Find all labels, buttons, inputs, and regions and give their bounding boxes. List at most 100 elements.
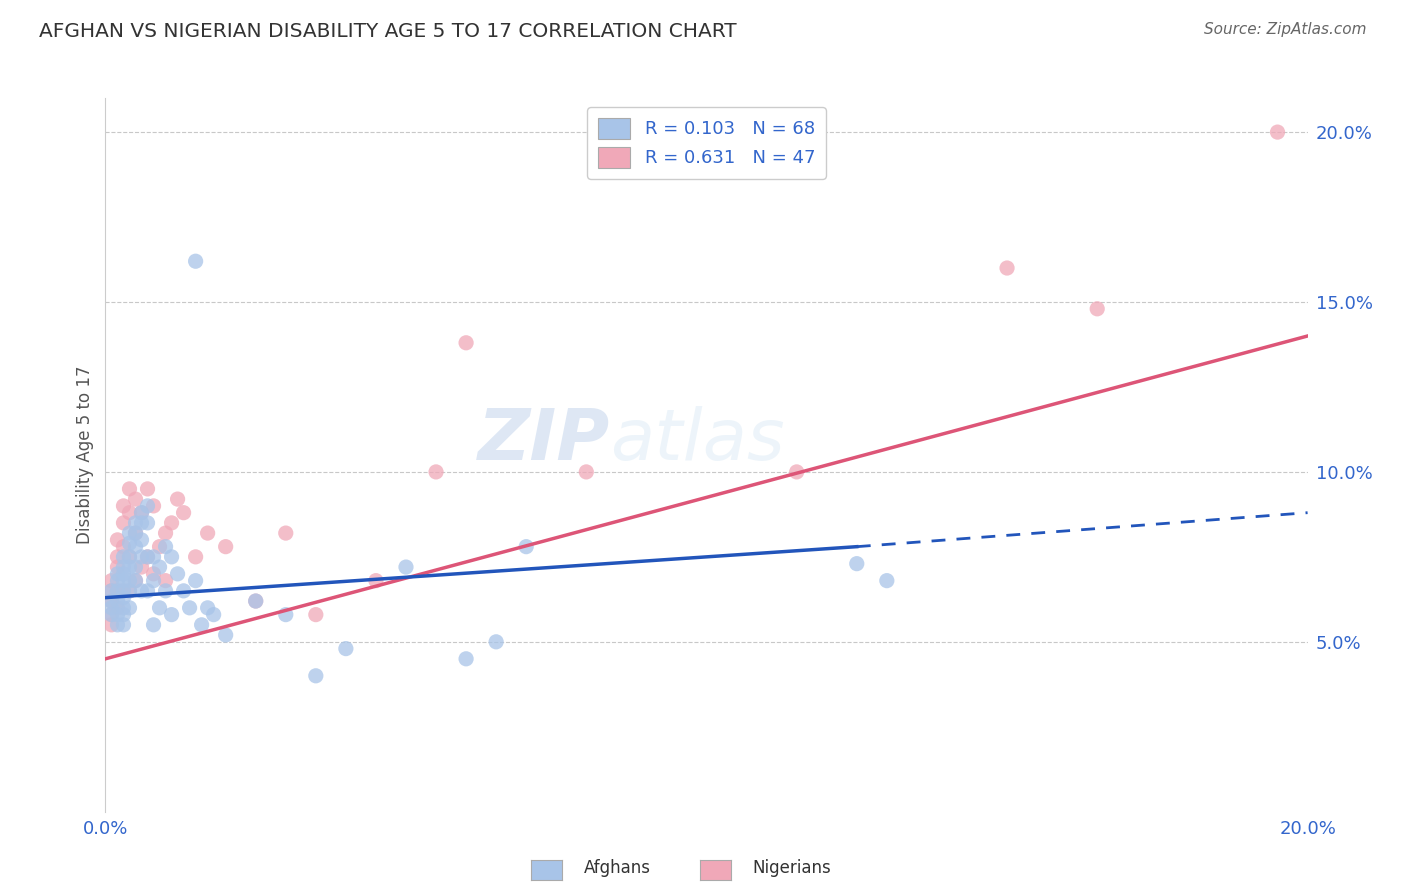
Point [107,617,129,632]
Point [107,583,129,598]
Point [112,540,135,554]
Point [160,516,183,530]
Point [112,583,135,598]
Point [131,549,153,564]
Point [184,574,207,588]
Legend: R = 0.103   N = 68, R = 0.631   N = 47: R = 0.103 N = 68, R = 0.631 N = 47 [586,107,827,178]
Text: atlas: atlas [610,406,785,475]
Point [190,617,212,632]
Point [100,600,122,615]
Point [202,607,225,622]
Point [179,600,201,615]
Point [197,600,219,615]
Point [335,641,357,656]
Point [845,557,868,571]
Point [118,526,141,541]
Point [1085,301,1108,316]
Point [100,583,122,598]
Point [876,574,898,588]
Point [112,516,135,530]
Point [214,628,236,642]
Point [118,549,141,564]
Point [155,574,177,588]
Point [136,499,159,513]
Point [395,560,418,574]
Point [112,583,135,598]
Point [107,533,129,547]
Point [100,594,122,608]
Point [155,540,177,554]
Point [107,594,129,608]
Point [112,499,135,513]
Point [112,591,135,605]
Point [245,594,267,608]
Point [107,549,129,564]
Point [173,506,195,520]
Point [142,574,165,588]
Point [305,669,328,683]
Point [131,506,153,520]
Point [454,652,477,666]
Point [160,549,183,564]
Point [454,335,477,350]
Point [485,635,508,649]
Point [118,574,141,588]
Point [142,566,165,581]
Point [214,540,236,554]
Point [118,549,141,564]
Point [274,526,297,541]
Point [166,566,188,581]
Point [112,560,135,574]
Point [124,526,146,541]
Point [100,583,122,598]
Point [124,492,146,507]
Point [107,574,129,588]
Point [124,574,146,588]
Text: ZIP: ZIP [478,406,610,475]
Point [1267,125,1289,139]
Point [136,482,159,496]
Point [112,566,135,581]
Point [142,499,165,513]
Point [107,560,129,574]
Point [786,465,808,479]
Point [136,549,159,564]
Point [112,607,135,622]
Point [100,594,122,608]
Point [131,533,153,547]
Point [118,583,141,598]
Y-axis label: Disability Age 5 to 17: Disability Age 5 to 17 [76,366,94,544]
Point [131,516,153,530]
Point [136,549,159,564]
Point [107,583,129,598]
Point [173,583,195,598]
Point [142,617,165,632]
Text: Afghans: Afghans [583,859,651,877]
Text: Nigerians: Nigerians [752,859,831,877]
Point [142,549,165,564]
Point [197,526,219,541]
Point [107,607,129,622]
Point [118,536,141,550]
Point [131,560,153,574]
Point [112,600,135,615]
Point [112,574,135,588]
Point [305,607,328,622]
Point [100,607,122,622]
Point [155,526,177,541]
Point [136,583,159,598]
Point [124,526,146,541]
Point [184,254,207,268]
Point [575,465,598,479]
Point [515,540,537,554]
Point [148,600,170,615]
Point [107,600,129,615]
Point [100,617,122,632]
Point [160,607,183,622]
Point [364,574,387,588]
Point [136,516,159,530]
Point [112,617,135,632]
Point [118,583,141,598]
Point [100,607,122,622]
Text: Source: ZipAtlas.com: Source: ZipAtlas.com [1204,22,1367,37]
